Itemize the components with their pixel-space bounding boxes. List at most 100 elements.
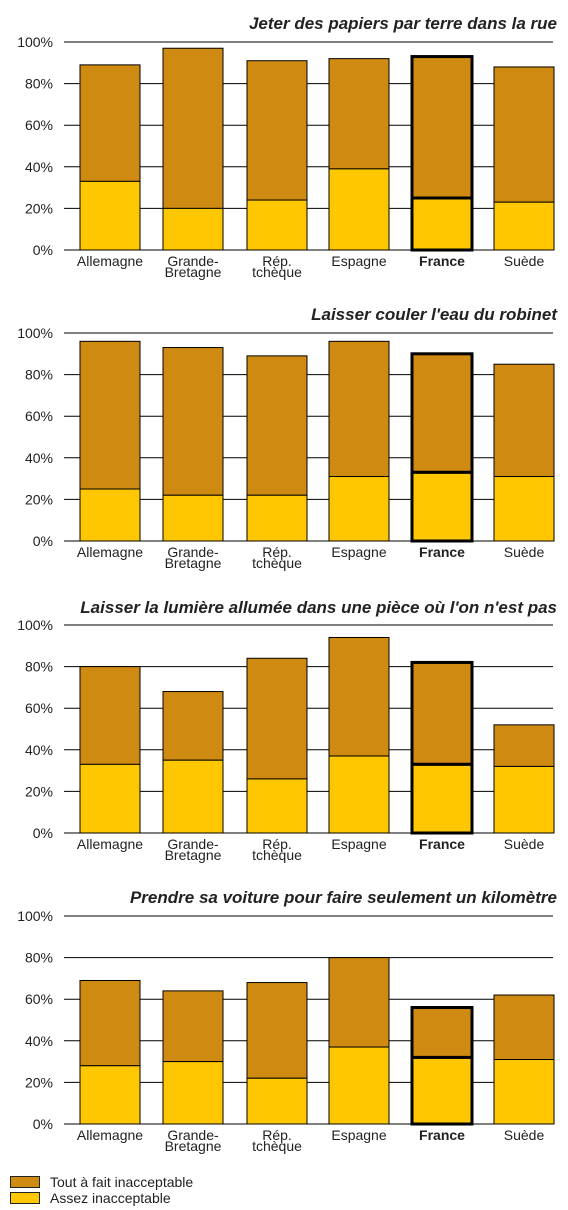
x-tick-label: Suède — [504, 253, 545, 269]
bar-segment-assez — [162, 759, 224, 834]
bar-segment-tout-a-fait — [246, 657, 308, 780]
y-tick-label: 80% — [25, 950, 53, 966]
y-tick-label: 40% — [25, 159, 53, 175]
legend-label-dark: Tout à fait inacceptable — [50, 1174, 194, 1190]
chart-title: Laisser couler l'eau du robinet — [311, 305, 558, 324]
x-tick-label: Allemagne — [77, 836, 143, 852]
bar-segment-assez — [493, 201, 555, 251]
bar-segment-tout-a-fait — [410, 660, 474, 766]
bar-segment-assez — [410, 762, 474, 835]
y-tick-label: 40% — [25, 1033, 53, 1049]
y-tick-label: 20% — [25, 783, 53, 799]
bar-segment-assez — [328, 1046, 390, 1125]
x-tick-label: Espagne — [331, 253, 386, 269]
bar-segment-assez — [410, 196, 474, 252]
y-tick-label: 20% — [25, 491, 53, 507]
x-tick-label: Rép. tchèque — [252, 836, 302, 863]
bar-segment-assez — [410, 470, 474, 543]
bar-segment-tout-a-fait — [493, 724, 555, 767]
bar-segment-assez — [79, 1065, 141, 1125]
x-tick-label: Suède — [504, 1127, 545, 1143]
bar-segment-assez — [246, 494, 308, 542]
bar-segment-tout-a-fait — [493, 66, 555, 203]
bar-segment-assez — [79, 488, 141, 542]
x-tick-label: Grande-Bretagne — [165, 253, 222, 280]
bar-segment-assez — [410, 1055, 474, 1126]
bar-segment-tout-a-fait — [162, 347, 224, 496]
bar-segment-tout-a-fait — [162, 990, 224, 1063]
bar-segment-tout-a-fait — [328, 58, 390, 170]
x-tick-label: Grande-Bretagne — [165, 836, 222, 863]
bar-segment-assez — [162, 494, 224, 542]
x-tick-label: France — [419, 544, 465, 560]
y-tick-label: 100% — [17, 325, 53, 341]
y-tick-label: 0% — [33, 533, 53, 549]
y-tick-label: 60% — [25, 700, 53, 716]
y-tick-label: 60% — [25, 408, 53, 424]
x-tick-label: France — [419, 1127, 465, 1143]
y-tick-label: 100% — [17, 34, 53, 50]
y-tick-label: 60% — [25, 117, 53, 133]
bar-segment-tout-a-fait — [246, 355, 308, 496]
x-tick-label: Espagne — [331, 1127, 386, 1143]
chart-title: Prendre sa voiture pour faire seulement … — [130, 888, 557, 907]
y-tick-label: 40% — [25, 742, 53, 758]
bar-segment-tout-a-fait — [410, 352, 474, 474]
y-tick-label: 20% — [25, 200, 53, 216]
bar-segment-tout-a-fait — [410, 55, 474, 200]
y-tick-label: 0% — [33, 242, 53, 258]
y-tick-label: 80% — [25, 659, 53, 675]
y-tick-label: 100% — [17, 617, 53, 633]
x-tick-label: Rép. tchèque — [252, 544, 302, 571]
stacked-bar-charts: Jeter des papiers par terre dans la rue 0… — [17, 14, 558, 1154]
bar-segment-assez — [328, 168, 390, 251]
y-tick-label: 60% — [25, 991, 53, 1007]
y-tick-label: 80% — [25, 367, 53, 383]
legend-swatch-light — [10, 1192, 40, 1204]
legend-item-dark: Tout à fait inacceptable — [10, 1174, 193, 1190]
bar-segment-tout-a-fait — [79, 666, 141, 765]
x-tick-label: Allemagne — [77, 253, 143, 269]
x-tick-label: Suède — [504, 836, 545, 852]
x-tick-label: Grande-Bretagne — [165, 1127, 222, 1154]
bar-segment-tout-a-fait — [493, 994, 555, 1061]
bar-segment-assez — [493, 765, 555, 834]
bar-segment-assez — [246, 199, 308, 251]
y-tick-label: 80% — [25, 76, 53, 92]
legend-swatch-dark — [10, 1176, 40, 1188]
bar-segment-assez — [328, 476, 390, 542]
x-tick-label: Allemagne — [77, 544, 143, 560]
chart-title: Laisser la lumière allumée dans une pièc… — [80, 598, 557, 617]
bar-segment-assez — [162, 207, 224, 251]
x-tick-label: Espagne — [331, 836, 386, 852]
x-tick-label: Rép. tchèque — [252, 1127, 302, 1154]
bar-segment-tout-a-fait — [328, 340, 390, 478]
y-tick-label: 100% — [17, 908, 53, 924]
x-tick-label: Grande-Bretagne — [165, 544, 222, 571]
x-tick-label: France — [419, 253, 465, 269]
bar-segment-assez — [246, 778, 308, 834]
x-tick-label: France — [419, 836, 465, 852]
bar-segment-assez — [328, 755, 390, 834]
y-tick-label: 20% — [25, 1074, 53, 1090]
legend: Tout à fait inacceptable Assez inaccepta… — [10, 1174, 193, 1206]
bar-segment-tout-a-fait — [162, 691, 224, 761]
bar-segment-tout-a-fait — [79, 340, 141, 490]
x-tick-label: Allemagne — [77, 1127, 143, 1143]
x-tick-label: Rép. tchèque — [252, 253, 302, 280]
y-tick-label: 0% — [33, 825, 53, 841]
bar-segment-tout-a-fait — [328, 957, 390, 1048]
bar-segment-tout-a-fait — [246, 60, 308, 201]
bar-segment-tout-a-fait — [493, 363, 555, 478]
bar-segment-assez — [493, 1059, 555, 1125]
x-tick-label: Espagne — [331, 544, 386, 560]
legend-label-light: Assez inacceptable — [50, 1190, 171, 1206]
bar-segment-assez — [79, 763, 141, 834]
bar-segment-tout-a-fait — [162, 47, 224, 209]
y-tick-label: 0% — [33, 1116, 53, 1132]
bar-segment-tout-a-fait — [79, 64, 141, 182]
bar-segment-assez — [162, 1061, 224, 1125]
y-tick-label: 40% — [25, 450, 53, 466]
bar-segment-tout-a-fait — [410, 1006, 474, 1059]
